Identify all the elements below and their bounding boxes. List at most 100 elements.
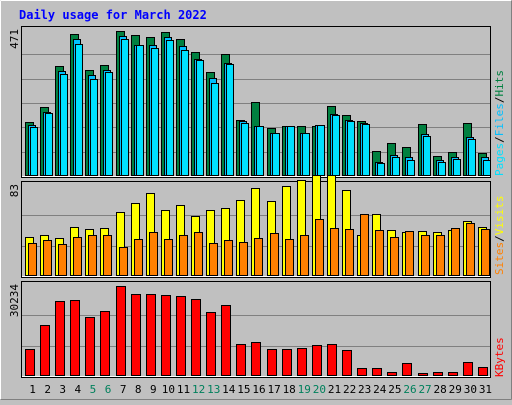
bar-pages-day-9 — [151, 48, 159, 176]
bar-pages-day-25 — [392, 157, 400, 176]
panel-legend: Sites/Visits — [493, 196, 506, 276]
bar-pages-day-26 — [407, 160, 415, 176]
bar-sites-day-6 — [103, 235, 112, 276]
bar-sites-day-5 — [88, 235, 97, 276]
bar-kbytes-day-12 — [191, 299, 201, 376]
bar-sites-day-31 — [481, 229, 490, 276]
bar-sites-day-16 — [254, 238, 263, 276]
bar-pages-day-7 — [121, 39, 129, 176]
series-kbytes — [25, 286, 488, 376]
bar-kbytes-day-27 — [418, 373, 428, 376]
x-tick-label-day-8: 8 — [135, 383, 142, 396]
x-tick-label-day-23: 23 — [358, 383, 371, 396]
x-tick-label-day-14: 14 — [222, 383, 236, 396]
bar-sites-day-30 — [466, 223, 475, 276]
panel-hits-files-pages: 471 Pages/Files/Hits — [8, 26, 506, 178]
bar-sites-day-28 — [436, 235, 445, 276]
legend-kbytes: KBytes — [493, 337, 506, 377]
legend-separator: / — [493, 136, 506, 143]
y-max-label: 471 — [8, 29, 21, 49]
legend-sites: Sites — [493, 242, 506, 275]
x-tick-label-day-3: 3 — [59, 383, 66, 396]
x-tick-label-day-19: 19 — [298, 383, 311, 396]
legend-separator: / — [493, 235, 506, 242]
bar-pages-day-12 — [196, 60, 204, 176]
x-tick-label-day-15: 15 — [237, 383, 250, 396]
bar-kbytes-day-26 — [402, 363, 412, 376]
panel-legend: Pages/Files/Hits — [493, 70, 506, 176]
bar-pages-day-11 — [181, 50, 189, 176]
legend-separator: / — [493, 97, 506, 104]
legend-visits: Visits — [493, 196, 506, 236]
bar-sites-day-11 — [179, 235, 188, 276]
x-tick-label-day-16: 16 — [252, 383, 265, 396]
bar-kbytes-day-22 — [342, 350, 352, 376]
x-tick-label-day-24: 24 — [373, 383, 387, 396]
x-tick-label-day-2: 2 — [44, 383, 51, 396]
x-tick-label-day-11: 11 — [177, 383, 190, 396]
bar-pages-day-17 — [272, 133, 280, 176]
bar-sites-day-8 — [134, 239, 143, 276]
bar-pages-day-28 — [438, 162, 446, 176]
bar-kbytes-day-14 — [221, 305, 231, 376]
bar-sites-day-3 — [58, 244, 67, 276]
y-max-label: 83 — [8, 184, 21, 197]
bar-sites-day-23 — [360, 214, 369, 276]
x-tick-label-day-13: 13 — [207, 383, 220, 396]
series-pages — [30, 39, 491, 176]
bar-kbytes-day-31 — [478, 367, 488, 376]
legend-pages: Pages — [493, 143, 506, 176]
bar-sites-day-27 — [421, 235, 430, 276]
bar-kbytes-day-23 — [357, 368, 367, 376]
bar-pages-day-1 — [30, 127, 38, 176]
x-axis-labels: 1 2 3 4 5 6 7 8 9 10 11 12 13 14 15 16 17 18 19 20 21 22 23 24 2… — [29, 383, 492, 396]
x-tick-label-day-7: 7 — [120, 383, 127, 396]
bar-kbytes-day-9 — [146, 294, 156, 376]
bar-sites-day-7 — [119, 247, 128, 276]
bar-kbytes-day-13 — [206, 312, 216, 376]
bar-kbytes-day-1 — [25, 349, 35, 376]
x-tick-label-day-17: 17 — [267, 383, 280, 396]
chart-panels: 471Pages/Files/Hits83Sites/Visits30234KB… — [8, 26, 506, 378]
bar-kbytes-day-17 — [267, 349, 277, 376]
bar-pages-day-2 — [45, 113, 53, 176]
y-max-label: 30234 — [8, 284, 21, 317]
x-tick-label-day-20: 20 — [313, 383, 326, 396]
legend-hits: Hits — [493, 70, 506, 97]
x-tick-label-day-21: 21 — [328, 383, 341, 396]
bar-pages-day-5 — [90, 79, 98, 176]
bar-sites-day-14 — [224, 240, 233, 276]
bar-pages-day-6 — [105, 72, 113, 176]
bar-pages-day-3 — [60, 74, 68, 176]
bar-kbytes-day-25 — [387, 372, 397, 376]
bar-sites-day-1 — [28, 243, 37, 276]
bar-pages-day-24 — [377, 163, 385, 176]
bar-kbytes-day-5 — [85, 317, 95, 376]
bar-pages-day-19 — [302, 133, 310, 176]
bar-sites-day-18 — [285, 239, 294, 276]
x-tick-label-day-25: 25 — [388, 383, 401, 396]
chart-title: Daily usage for March 2022 — [19, 8, 207, 22]
x-tick-label-day-5: 5 — [90, 383, 97, 396]
bar-sites-day-9 — [149, 232, 158, 276]
bar-kbytes-day-28 — [433, 372, 443, 376]
panel-kbytes: 30234 KBytes — [8, 281, 506, 378]
bar-kbytes-day-20 — [312, 345, 322, 376]
bar-kbytes-day-10 — [161, 295, 171, 376]
x-tick-label-day-1: 1 — [29, 383, 36, 396]
bar-sites-day-19 — [300, 235, 309, 276]
bar-pages-day-29 — [453, 159, 461, 176]
bar-pages-day-18 — [287, 126, 295, 176]
x-tick-label-day-26: 26 — [403, 383, 416, 396]
bar-kbytes-day-2 — [40, 325, 50, 376]
bar-sites-day-21 — [330, 228, 339, 276]
x-tick-label-day-4: 4 — [75, 383, 82, 396]
bar-kbytes-day-15 — [236, 344, 246, 376]
bar-kbytes-day-8 — [131, 294, 141, 376]
bar-pages-day-8 — [136, 45, 144, 176]
bar-kbytes-day-7 — [116, 286, 126, 376]
x-tick-label-day-12: 12 — [192, 383, 205, 396]
bar-sites-day-29 — [451, 228, 460, 276]
bar-pages-day-31 — [483, 160, 491, 176]
